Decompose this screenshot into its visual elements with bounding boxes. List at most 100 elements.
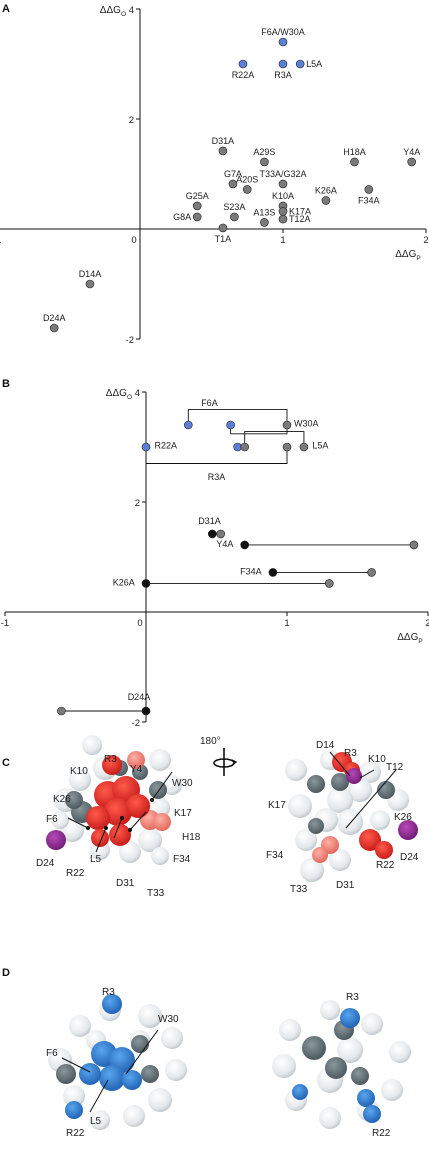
data-point xyxy=(192,201,202,211)
point-label: A13S xyxy=(253,207,275,217)
surface-blobs xyxy=(272,1000,411,1129)
res-label: K10 xyxy=(368,754,386,765)
data-point xyxy=(192,212,202,222)
annotation-label: F34A xyxy=(240,567,262,577)
y-axis-title: ΔΔGO xyxy=(106,388,132,401)
data-point xyxy=(324,579,334,588)
bracket xyxy=(145,447,288,464)
annotation-label: R3A xyxy=(208,472,226,482)
bracket xyxy=(187,409,288,425)
y-tick-label: 2 xyxy=(129,115,134,126)
x-tick-label: -1 xyxy=(1,618,9,629)
surface-c-left: K10 R3 Y4 W30 K26 F6 K17 H18 F34 D24 L5 … xyxy=(36,735,201,899)
data-point xyxy=(278,214,288,224)
point-label: T1A xyxy=(215,234,232,244)
rotation-icon: 180° xyxy=(200,736,238,776)
res-label: F6 xyxy=(46,814,58,825)
res-label: R3 xyxy=(104,754,117,765)
data-point xyxy=(141,442,151,452)
residue-pointers xyxy=(61,1029,159,1113)
res-label: R3 xyxy=(102,987,115,998)
res-label: K17 xyxy=(174,808,192,819)
data-point xyxy=(364,185,374,194)
residue-labels-c-right: D14 R3 K10 T12 K17 K26 F34 R22 D24 T33 D… xyxy=(266,740,419,895)
x-tick-label: 2 xyxy=(425,618,429,629)
point-label: K17A xyxy=(289,206,311,216)
res-label: T33 xyxy=(147,888,165,899)
x-tick-label: 1 xyxy=(284,618,289,629)
x-tick-label: 0 xyxy=(131,235,136,246)
x-tick-label: 1 xyxy=(280,235,285,246)
data-point xyxy=(260,218,269,227)
data-point xyxy=(207,529,217,539)
data-point xyxy=(218,146,228,156)
res-label: L5 xyxy=(90,1116,102,1127)
res-label: D24 xyxy=(36,858,55,869)
y-axis-title-main: ΔΔG xyxy=(106,388,127,399)
annotation-label: Y4A xyxy=(216,539,233,549)
res-label: R3 xyxy=(344,748,357,759)
point-label: F34A xyxy=(358,195,380,205)
data-point xyxy=(282,442,292,452)
point-label: D24A xyxy=(43,313,66,323)
res-label: K17 xyxy=(268,800,286,811)
data-point xyxy=(407,157,417,167)
x-tick-label: 0 xyxy=(137,618,142,629)
data-point xyxy=(278,37,288,47)
res-label: R22 xyxy=(372,1128,391,1139)
panel-label-b: B xyxy=(2,378,10,390)
data-point xyxy=(242,185,252,194)
data-point xyxy=(350,157,359,167)
res-label: D14 xyxy=(316,740,335,751)
annotation-label: L5A xyxy=(312,441,328,451)
data-point xyxy=(278,207,288,216)
res-label: R22 xyxy=(376,860,395,871)
data-point xyxy=(240,442,249,452)
point-label: A29S xyxy=(253,147,275,157)
point-label: G25A xyxy=(186,191,209,201)
x-tick-label: 2 xyxy=(423,235,428,246)
data-point xyxy=(321,196,331,205)
point-label: G8A xyxy=(173,212,191,222)
rotation-label: 180° xyxy=(200,736,221,747)
y-axis-title-sub: O xyxy=(127,394,132,401)
res-label: K26 xyxy=(394,812,412,823)
annotation-label: K26A xyxy=(113,578,135,588)
data-point xyxy=(216,529,226,539)
panel-label-c: C xyxy=(2,757,10,769)
point-label: R22A xyxy=(232,70,255,80)
residue-labels-d-left: R3 W30 F6 L5 R22 xyxy=(46,987,179,1139)
res-label: K10 xyxy=(70,766,88,777)
x-axis-title-main: ΔΔG xyxy=(397,632,418,643)
y-axis-title: ΔΔGO xyxy=(100,5,126,18)
res-label: D31 xyxy=(116,878,135,889)
point-label: Y4A xyxy=(403,147,420,157)
annotation-label: F6A xyxy=(201,398,218,408)
x-axis-title-main: ΔΔG xyxy=(395,249,416,260)
point-label: D14A xyxy=(79,269,102,279)
data-point xyxy=(226,420,235,430)
res-label: H18 xyxy=(182,832,201,843)
point-label: F6A/W30A xyxy=(261,27,305,37)
data-point xyxy=(295,59,305,69)
point-label: K10A xyxy=(272,191,294,201)
data-point xyxy=(409,540,419,550)
bracket xyxy=(244,431,305,447)
data-point xyxy=(57,706,66,716)
point-label: H18A xyxy=(343,147,366,157)
data-point xyxy=(240,540,249,550)
annotation-label: D31A xyxy=(198,516,221,526)
bracket xyxy=(230,425,288,435)
point-label: R3A xyxy=(274,70,292,80)
res-label: R22 xyxy=(66,868,85,879)
point-label: L5A xyxy=(306,59,322,69)
data-point xyxy=(299,442,309,452)
res-label: R3 xyxy=(346,992,359,1003)
data-point xyxy=(278,179,288,189)
residue-pointers xyxy=(329,751,397,829)
surface-d-right: R3 R22 xyxy=(272,992,411,1139)
surface-blobs xyxy=(48,994,187,1130)
point-label: G7A xyxy=(224,169,242,179)
res-label: F34 xyxy=(266,850,284,861)
